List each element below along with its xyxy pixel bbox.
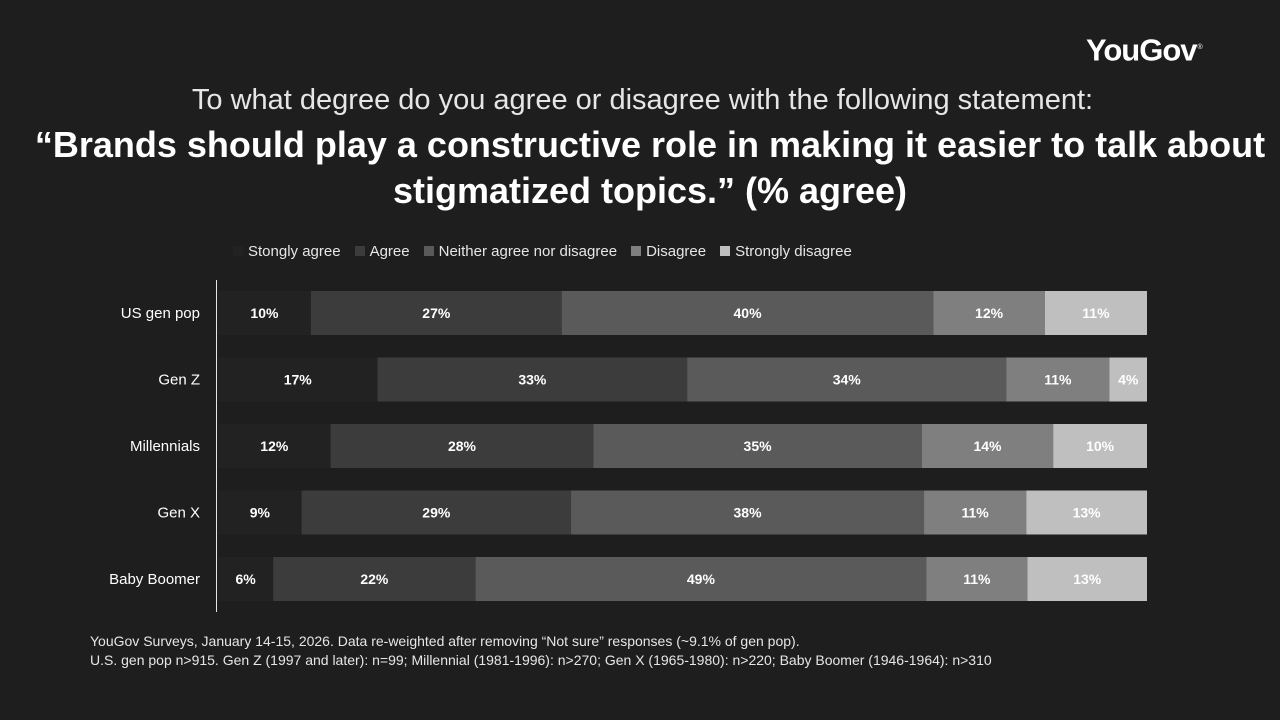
data-label: 10% (250, 305, 279, 321)
data-label: 28% (448, 438, 477, 454)
bar-segment (926, 557, 1028, 601)
bar-segment (1006, 357, 1110, 402)
bar-segment (475, 557, 927, 601)
legend-label: Neither agree nor disagree (438, 242, 618, 260)
bar-segment (1053, 424, 1147, 468)
bar-segment (377, 357, 688, 402)
bar-segment (218, 424, 331, 468)
legend-item: Agree (354, 242, 410, 260)
bar-segment (330, 424, 594, 468)
bar-segment (933, 291, 1045, 335)
bar-segment (921, 424, 1054, 468)
data-label: 11% (962, 505, 990, 521)
bar-segment (1027, 557, 1147, 601)
footnote-line-1: YouGov Surveys, January 14-15, 2026. Dat… (90, 633, 800, 649)
data-label: 49% (687, 571, 716, 587)
data-label: 10% (1086, 438, 1115, 454)
category-label: US gen pop (121, 305, 200, 322)
bar-segment (218, 357, 378, 402)
category-label: Baby Boomer (109, 571, 200, 588)
data-label: 11% (963, 571, 991, 587)
category-label: Gen Z (158, 372, 200, 389)
logo-text: YouGov (1086, 32, 1198, 68)
bar-segment (310, 291, 562, 335)
bar-segment (301, 490, 572, 535)
data-label: 13% (1073, 505, 1102, 521)
registered-mark: ® (1197, 44, 1203, 51)
footnote: YouGov Surveys, January 14-15, 2026. Dat… (90, 632, 1240, 670)
data-label: 11% (1082, 305, 1110, 321)
category-label: Millennials (130, 438, 200, 455)
data-label: 4% (1118, 372, 1139, 388)
chart-legend: Stongly agree Agree Neither agree nor disa… (233, 240, 866, 262)
legend-label: Agree (369, 242, 410, 260)
bar-segment (218, 557, 274, 601)
bar-segment (561, 291, 934, 335)
data-label: 35% (744, 438, 773, 454)
legend-item: Strongly disagree (720, 243, 852, 260)
bar-segment (218, 490, 302, 535)
data-label: 14% (973, 438, 1002, 454)
bar-segment (687, 357, 1007, 402)
data-label: 38% (734, 505, 763, 521)
data-label: 34% (833, 372, 862, 388)
data-label: 12% (975, 305, 1004, 321)
bar-segment (273, 557, 476, 601)
data-label: 40% (734, 305, 763, 321)
data-label: 12% (260, 438, 289, 454)
legend-label: Stongly agree (248, 242, 341, 260)
legend-item: Neither agree nor disagree (423, 242, 618, 260)
data-label: 6% (235, 571, 256, 587)
data-label: 17% (284, 372, 313, 388)
bar-segment (924, 490, 1027, 535)
legend-swatch (354, 246, 365, 256)
category-label: Gen X (157, 505, 200, 522)
bar-segment (218, 291, 311, 335)
chart-title: To what degree do you agree or disagree … (191, 84, 1094, 116)
data-label: 9% (250, 505, 271, 521)
data-label: 13% (1073, 571, 1102, 587)
data-label: 33% (518, 372, 547, 388)
legend-swatch (631, 246, 642, 256)
legend-item: Stongly agree (233, 243, 341, 260)
legend-item: Disagree (631, 243, 706, 260)
data-label: 22% (360, 571, 389, 587)
yougov-logo: YouGov® (1086, 30, 1203, 68)
bar-segment (1044, 291, 1147, 335)
legend-swatch (233, 246, 243, 256)
data-label: 27% (422, 305, 451, 321)
legend-label: Strongly disagree (735, 242, 852, 260)
footnote-line-2: U.S. gen pop n>915. Gen Z (1997 and late… (90, 652, 992, 668)
chart-subtitle: “Brands should play a constructive role … (34, 124, 1266, 211)
bar-segment (593, 424, 922, 468)
data-label: 29% (422, 505, 451, 521)
legend-label: Disagree (646, 242, 707, 260)
bar-segment (1109, 357, 1147, 402)
bar-segment (571, 490, 925, 535)
legend-swatch (423, 246, 434, 256)
data-label: 11% (1044, 372, 1072, 388)
legend-swatch (720, 246, 731, 256)
bar-segment (1026, 490, 1147, 535)
